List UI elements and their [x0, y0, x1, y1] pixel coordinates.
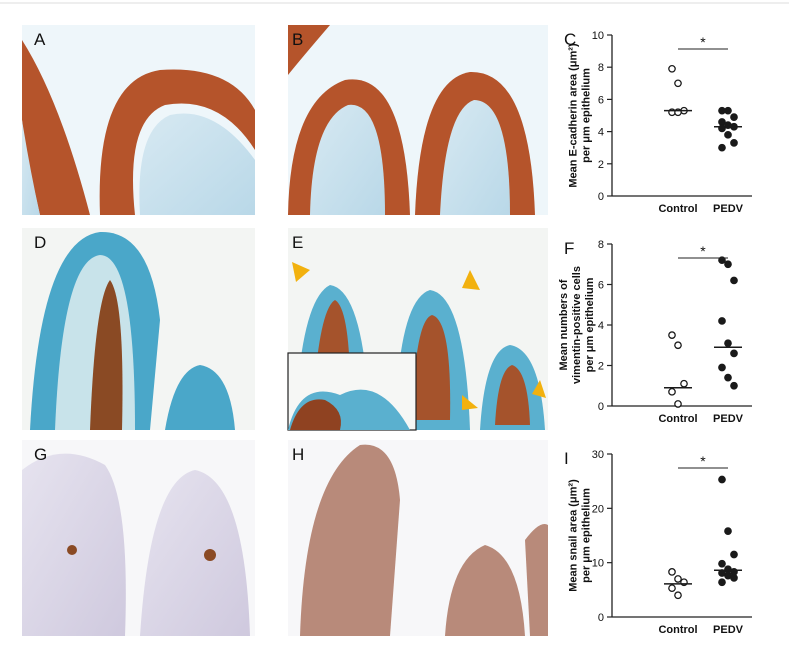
image-e — [287, 228, 548, 431]
data-point — [730, 349, 738, 358]
significance-mark: * — [700, 243, 706, 259]
data-point — [674, 591, 682, 600]
data-point — [718, 363, 726, 372]
y-axis-label: vimentin-positive cells — [571, 266, 583, 384]
image-g — [22, 440, 255, 636]
data-point — [674, 400, 682, 408]
panel-label: E — [292, 233, 303, 252]
y-tick-label: 10 — [592, 558, 604, 570]
y-tick-label: 8 — [598, 62, 604, 74]
image-d — [22, 228, 255, 430]
image-b — [288, 25, 548, 216]
x-tick-label: PEDV — [713, 413, 744, 425]
x-tick-label: Control — [658, 203, 697, 215]
y-tick-label: 0 — [598, 612, 604, 624]
y-tick-label: 10 — [592, 30, 604, 42]
y-axis-label: per μm epithelium — [581, 68, 593, 163]
data-point — [718, 256, 726, 265]
y-axis-label: Mean snail area (μm²) — [568, 479, 580, 592]
data-point — [718, 317, 726, 325]
x-tick-label: PEDV — [713, 203, 744, 215]
panel-label: G — [34, 445, 47, 464]
data-point — [724, 527, 732, 536]
y-tick-label: 6 — [598, 94, 604, 106]
y-tick-label: 0 — [598, 401, 604, 413]
panel-label: I — [564, 449, 569, 468]
data-point — [674, 341, 682, 350]
significance-mark: * — [700, 34, 706, 50]
panel-label: B — [292, 30, 303, 49]
data-point — [668, 584, 676, 593]
panel-label: H — [292, 445, 304, 464]
data-point — [668, 568, 676, 576]
data-point — [724, 106, 732, 115]
y-tick-label: 20 — [592, 503, 604, 515]
panel-label: F — [564, 239, 574, 258]
data-point — [724, 260, 732, 269]
y-axis-label: Mean numbers of — [558, 279, 570, 370]
y-axis-label: per μm epithelium — [581, 488, 593, 583]
data-point — [730, 139, 738, 147]
y-axis-label: per μm epithelium — [584, 277, 596, 372]
panel-label: C — [564, 30, 576, 49]
data-point — [730, 381, 738, 390]
y-tick-label: 4 — [598, 127, 604, 139]
data-point — [668, 64, 676, 73]
data-point — [724, 373, 732, 382]
data-point — [674, 575, 682, 583]
y-tick-label: 2 — [598, 159, 604, 171]
y-axis-label: Mean E-cadherin area (μm²) — [568, 43, 580, 188]
data-point — [730, 276, 738, 285]
y-tick-label: 2 — [598, 361, 604, 373]
significance-mark: * — [700, 453, 706, 469]
x-tick-label: Control — [658, 624, 697, 636]
data-point — [674, 79, 682, 88]
data-point — [730, 574, 738, 582]
y-tick-label: 8 — [598, 239, 604, 251]
panel-label: D — [34, 233, 46, 252]
x-tick-label: Control — [658, 413, 697, 425]
data-point — [668, 387, 676, 396]
data-point — [718, 578, 726, 587]
data-point — [724, 130, 732, 139]
data-point — [730, 113, 738, 121]
data-point — [718, 143, 726, 152]
data-point — [718, 559, 726, 568]
data-point — [730, 550, 738, 559]
data-point — [668, 331, 676, 339]
data-point — [724, 339, 732, 348]
y-tick-label: 30 — [592, 449, 604, 461]
image-a — [22, 25, 256, 215]
x-tick-label: PEDV — [713, 624, 744, 636]
y-tick-label: 4 — [598, 320, 604, 332]
data-point — [718, 475, 726, 484]
y-tick-label: 0 — [598, 191, 604, 203]
data-point — [718, 118, 726, 126]
data-point — [680, 379, 688, 388]
image-h — [288, 440, 548, 636]
panel-label: A — [34, 30, 46, 49]
y-tick-label: 6 — [598, 280, 604, 292]
